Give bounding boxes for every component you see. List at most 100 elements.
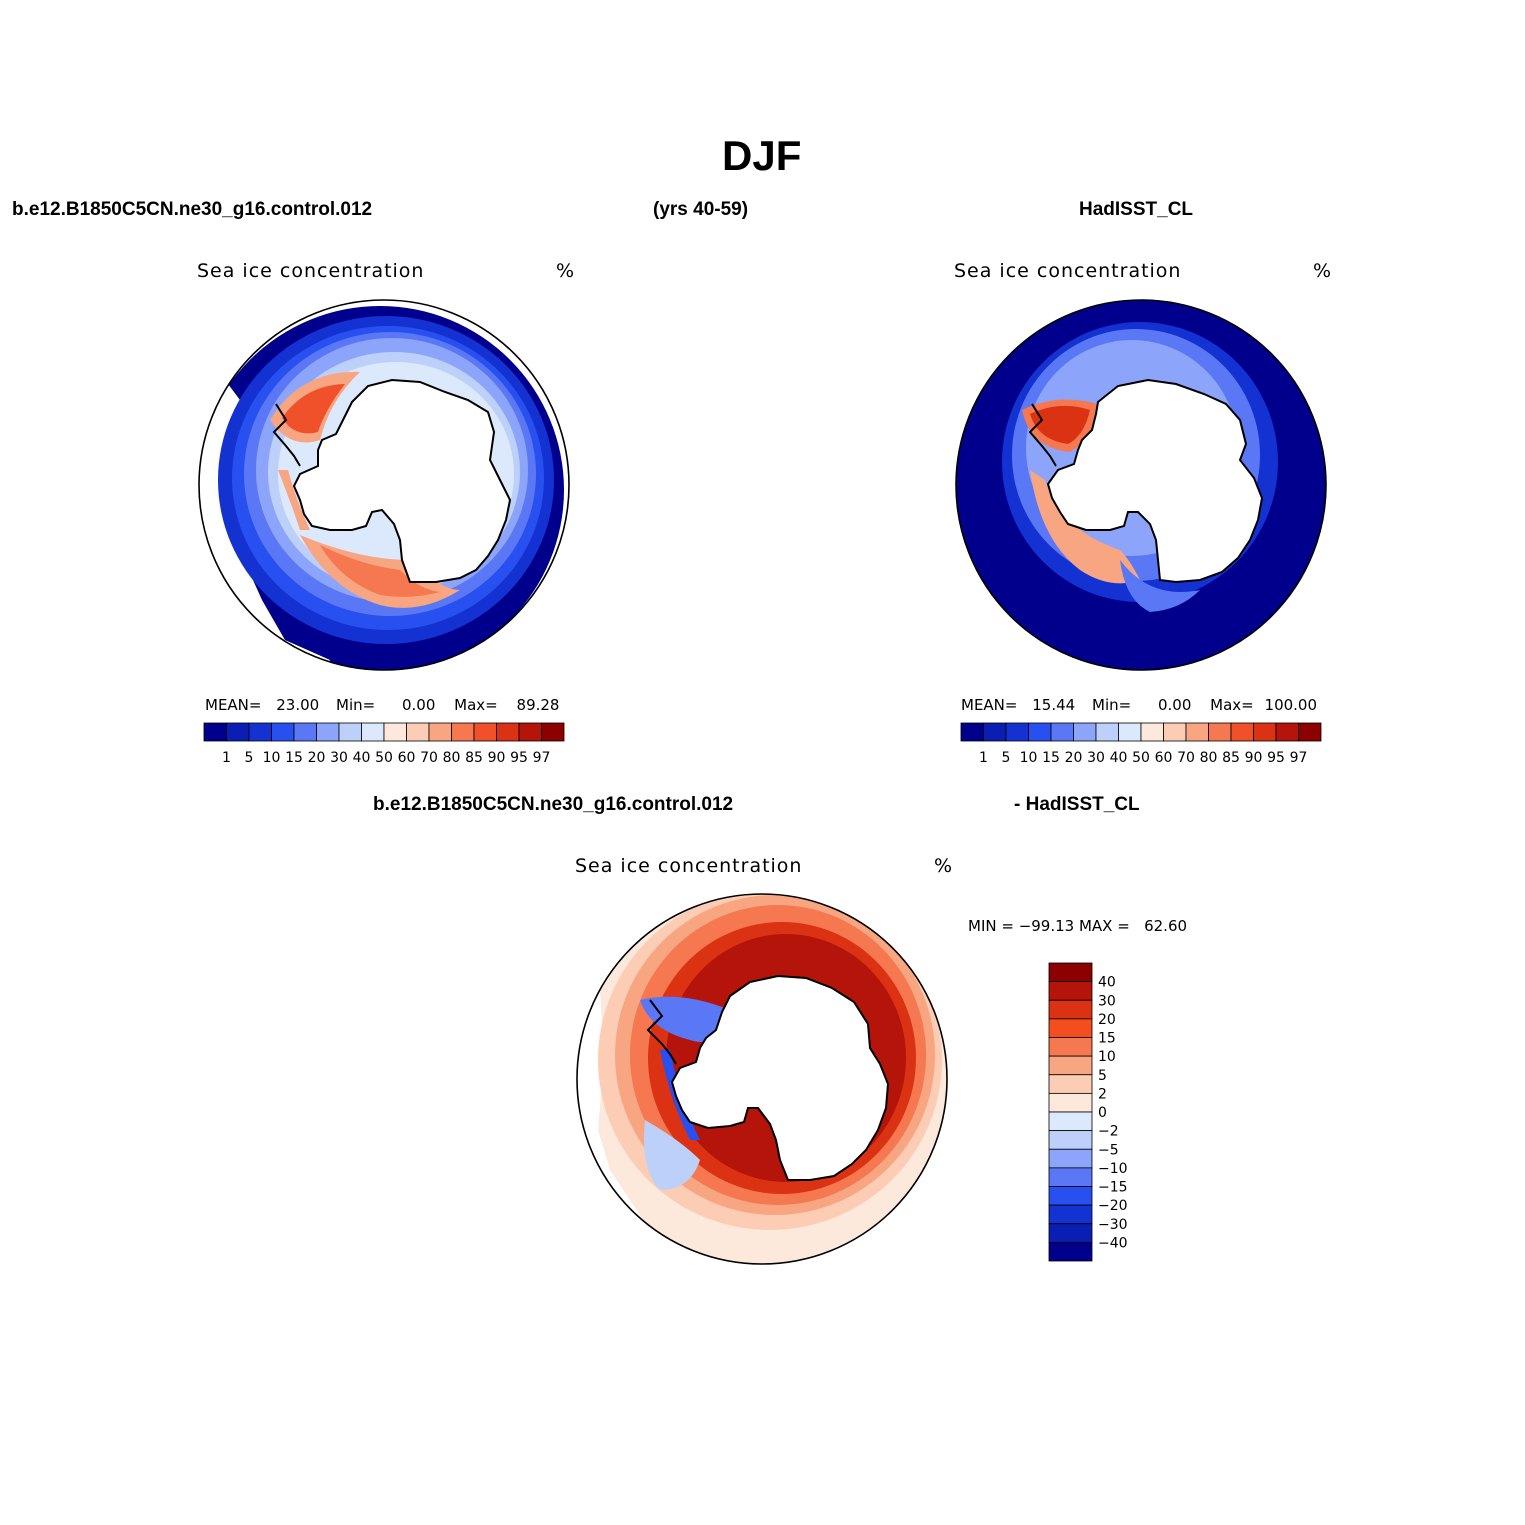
colorbar-box	[293, 722, 317, 742]
colorbar-box	[1048, 1130, 1093, 1150]
colorbar-box	[1185, 722, 1209, 742]
colorbar-box	[316, 722, 340, 742]
colorbar-box	[1048, 1111, 1093, 1132]
colorbar-tick-label: 5	[245, 750, 254, 766]
colorbar-box	[960, 722, 984, 742]
model-units-label: %	[556, 260, 576, 282]
obs-units-label: %	[1313, 260, 1333, 282]
colorbar-box	[1048, 1092, 1093, 1113]
obs-max-value: 100.00	[1264, 696, 1318, 714]
colorbar-tick-label: 90	[1245, 750, 1263, 766]
colorbar-tick-label: 80	[1200, 750, 1218, 766]
colorbar-box	[1073, 722, 1097, 742]
colorbar-tick-label: −20	[1098, 1198, 1128, 1214]
colorbar-tick-label: 5	[1098, 1068, 1107, 1084]
colorbar-box	[1048, 1074, 1093, 1094]
colorbar-tick-label: 2	[1098, 1086, 1107, 1102]
colorbar-tick-label: 15	[285, 750, 303, 766]
colorbar-tick-label: 10	[263, 750, 281, 766]
colorbar-tick-label: 15	[1042, 750, 1060, 766]
obs-min-label: Min=	[1092, 696, 1132, 714]
colorbar-box	[1048, 962, 1093, 983]
diff-case-label: b.e12.B1850C5CN.ne30_g16.control.012	[373, 794, 734, 815]
case-name-label: b.e12.B1850C5CN.ne30_g16.control.012	[12, 199, 373, 220]
colorbar-tick-label: 10	[1020, 750, 1038, 766]
obs-polar-map	[955, 299, 1327, 671]
colorbar-box	[383, 722, 407, 742]
obs-name-label: HadISST_CL	[1079, 199, 1194, 220]
colorbar-tick-label: 85	[1222, 750, 1240, 766]
colorbar-box	[1208, 722, 1232, 742]
obs-mean-value: 15.44	[1032, 696, 1076, 714]
colorbar-tick-label: 20	[308, 750, 326, 766]
colorbar-box	[1048, 981, 1093, 1001]
colorbar-tick-label: 10	[1098, 1049, 1116, 1065]
model-mean-label: MEAN=	[205, 696, 262, 714]
colorbar-tick-label: 5	[1002, 750, 1011, 766]
colorbar-tick-label: 95	[510, 750, 528, 766]
colorbar-box	[406, 722, 430, 742]
colorbar-box	[983, 722, 1007, 742]
colorbar-tick-label: −10	[1098, 1161, 1128, 1177]
colorbar-tick-label: 30	[1087, 750, 1105, 766]
colorbar-box	[361, 722, 385, 742]
model-min-label: Min=	[336, 696, 376, 714]
colorbar-box	[1253, 722, 1277, 742]
colorbar-tick-label: 50	[1132, 750, 1150, 766]
diff-variable-label: Sea ice concentration	[575, 855, 803, 877]
colorbar-tick-label: −15	[1098, 1180, 1128, 1196]
colorbar-box	[248, 722, 272, 742]
colorbar-box	[1140, 722, 1164, 742]
colorbar-tick-label: 97	[533, 750, 551, 766]
obs-colorbar: 1 5 10 15 20 30 40 50 60 70 80 85 90 95 97	[960, 722, 1322, 766]
diff-units-label: %	[934, 855, 954, 877]
colorbar-tick-label: 95	[1267, 750, 1285, 766]
colorbar-tick-label: 20	[1098, 1012, 1116, 1028]
colorbar-tick-label: −5	[1098, 1142, 1119, 1158]
colorbar-box	[1298, 722, 1322, 742]
colorbar-box	[1048, 1204, 1093, 1225]
colorbar-box	[1048, 999, 1093, 1020]
years-label: (yrs 40-59)	[653, 199, 749, 220]
colorbar-box	[473, 722, 497, 742]
diff-polar-map	[576, 893, 948, 1265]
colorbar-box	[1050, 722, 1074, 742]
colorbar-tick-label: 60	[1155, 750, 1173, 766]
colorbar-box	[1095, 722, 1119, 742]
colorbar-box	[226, 722, 250, 742]
colorbar-box	[1028, 722, 1052, 742]
colorbar-tick-label: 70	[1177, 750, 1195, 766]
colorbar-box	[496, 722, 520, 742]
colorbar-tick-label: 40	[1098, 975, 1116, 991]
colorbar-box	[1048, 1167, 1093, 1187]
model-colorbar: 1 5 10 15 20 30 40 50 60 70 80 85 90 95 97	[203, 722, 565, 766]
obs-variable-label: Sea ice concentration	[954, 260, 1182, 282]
model-min-value: 0.00	[401, 696, 436, 714]
colorbar-box	[1048, 1186, 1093, 1206]
colorbar-box	[1048, 1241, 1093, 1262]
colorbar-tick-label: 60	[398, 750, 416, 766]
colorbar-tick-label: 30	[1098, 993, 1116, 1009]
model-max-value: 89.28	[516, 696, 560, 714]
colorbar-tick-label: −40	[1098, 1235, 1128, 1251]
diff-minmax: MIN = −99.13 MAX = 62.60	[968, 917, 1188, 935]
colorbar-box	[541, 722, 565, 742]
colorbar-box	[1048, 1148, 1093, 1169]
colorbar-tick-label: 50	[375, 750, 393, 766]
colorbar-tick-label: 70	[420, 750, 438, 766]
colorbar-tick-label: 85	[465, 750, 483, 766]
colorbar-tick-label: 40	[1110, 750, 1128, 766]
colorbar-box	[1005, 722, 1029, 742]
colorbar-tick-label: 15	[1098, 1031, 1116, 1047]
colorbar-tick-label: 20	[1065, 750, 1083, 766]
colorbar-box	[1048, 1223, 1093, 1243]
colorbar-box	[428, 722, 452, 742]
colorbar-tick-label: 30	[330, 750, 348, 766]
colorbar-tick-label: 1	[222, 750, 231, 766]
colorbar-tick-label: −30	[1098, 1217, 1128, 1233]
model-variable-label: Sea ice concentration	[197, 260, 425, 282]
obs-min-value: 0.00	[1157, 696, 1192, 714]
colorbar-box	[1118, 722, 1142, 742]
